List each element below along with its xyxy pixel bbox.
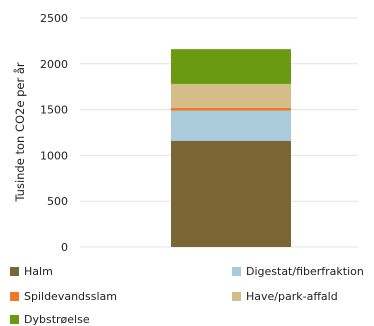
legend-item: Digestat/fiberfraktion <box>232 265 364 278</box>
bar-segment-3 <box>171 107 291 111</box>
bar-segment-5 <box>171 49 291 84</box>
bar-segment-1 <box>171 140 291 247</box>
legend-item: Dybstrøelse <box>10 313 90 326</box>
y-tick-label: 0 <box>61 241 68 254</box>
bar-segment-2 <box>171 110 291 141</box>
y-tick-label: 1000 <box>40 149 68 162</box>
legend-label: Spildevandsslam <box>24 290 118 303</box>
y-tick-label: 500 <box>47 195 68 208</box>
legend-label: Digestat/fiberfraktion <box>246 265 364 278</box>
y-tick-label: 1500 <box>40 104 68 117</box>
bar-stack <box>171 49 291 247</box>
legend-label: Dybstrøelse <box>24 313 90 326</box>
legend-swatch <box>232 267 241 276</box>
legend-swatch <box>10 292 19 301</box>
legend-label: Halm <box>24 265 53 278</box>
legend-swatch <box>10 315 19 324</box>
y-axis-label: Tusinde ton CO2e per år <box>13 62 27 202</box>
y-axis-ticks: 0 500 1000 1500 2000 2500 <box>40 12 68 254</box>
y-tick-label: 2500 <box>40 12 68 25</box>
legend-swatch <box>10 267 19 276</box>
legend-item: Have/park-affald <box>232 290 338 303</box>
legend-swatch <box>232 292 241 301</box>
y-tick-label: 2000 <box>40 58 68 71</box>
bar-segment-4 <box>171 83 291 108</box>
legend-item: Spildevandsslam <box>10 290 117 303</box>
legend-label: Have/park-affald <box>246 290 338 303</box>
legend-item: Halm <box>10 265 53 278</box>
